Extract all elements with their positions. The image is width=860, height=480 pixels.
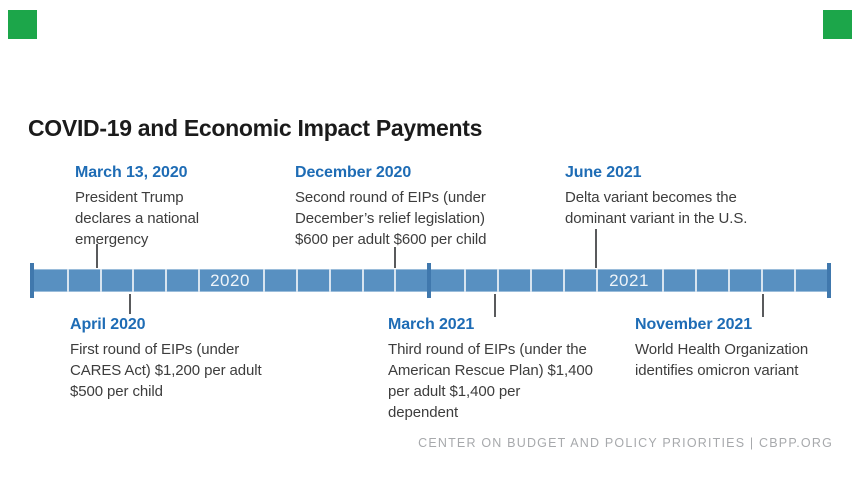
- leader-line-march-2020: [96, 244, 98, 268]
- event-text-line: First round of EIPs (under: [70, 341, 240, 358]
- event-date: March 13, 2020: [75, 164, 188, 181]
- month-separator: [563, 269, 565, 292]
- leader-line-december-2020: [394, 247, 396, 268]
- page-title: COVID-19 and Economic Impact Payments: [28, 115, 483, 141]
- event-date: November 2021: [635, 316, 752, 333]
- month-separator: [530, 269, 532, 292]
- event-text-line: identifies omicron variant: [635, 362, 799, 379]
- timeline-year-divider: [427, 263, 431, 298]
- month-separator: [328, 269, 331, 292]
- event-text-line: CARES Act) $1,200 per adult: [70, 362, 262, 379]
- source-credit: CENTER ON BUDGET AND POLICY PRIORITIES |…: [418, 436, 833, 450]
- month-separator: [695, 269, 697, 292]
- leader-line-november-2021: [762, 294, 764, 317]
- month-separator: [794, 269, 796, 292]
- month-separator: [761, 269, 763, 292]
- month-separator: [263, 269, 266, 292]
- event-text-line: emergency: [75, 231, 149, 248]
- month-separator: [464, 269, 466, 292]
- event-text-line: $600 per adult $600 per child: [295, 231, 487, 248]
- timeline-end-cap: [827, 263, 831, 298]
- month-separator: [197, 269, 200, 292]
- event-april-2020: April 2020 First round of EIPs (under CA…: [70, 316, 310, 402]
- event-text-line: dependent: [388, 404, 459, 421]
- event-text-line: American Rescue Plan) $1,400: [388, 362, 593, 379]
- event-text-line: dominant variant in the U.S.: [565, 210, 748, 227]
- month-separator: [296, 269, 298, 292]
- event-march-2021: March 2021 Third round of EIPs (under th…: [388, 316, 628, 423]
- leader-line-june-2021: [595, 229, 597, 268]
- event-text-line: Second round of EIPs (under: [295, 189, 486, 206]
- event-text-line: $500 per child: [70, 383, 163, 400]
- event-date: March 2021: [388, 316, 475, 333]
- event-december-2020: December 2020 Second round of EIPs (unde…: [295, 164, 540, 250]
- month-separator: [66, 269, 69, 292]
- event-text-line: per adult $1,400 per: [388, 383, 521, 400]
- timeline-start-cap: [30, 263, 34, 298]
- event-text-line: World Health Organization: [635, 341, 809, 358]
- event-text-line: Delta variant becomes the: [565, 189, 737, 206]
- event-november-2021: November 2021 World Health Organization …: [635, 316, 855, 381]
- month-separator: [99, 269, 102, 292]
- brand-green-square-right: [823, 10, 852, 39]
- month-separator: [132, 269, 135, 292]
- brand-green-square-left: [8, 10, 37, 39]
- leader-line-march-2021: [494, 294, 496, 317]
- event-june-2021: June 2021 Delta variant becomes the domi…: [565, 164, 815, 229]
- month-separator: [596, 269, 598, 292]
- event-text-line: December’s relief legislation): [295, 210, 485, 227]
- event-march-13-2020: March 13, 2020 President Trump declares …: [75, 164, 300, 250]
- month-separator: [361, 269, 364, 292]
- event-date: June 2021: [565, 164, 642, 181]
- month-separator: [497, 269, 499, 292]
- month-separator: [394, 269, 397, 292]
- month-separator: [728, 269, 730, 292]
- leader-line-april-2020: [129, 294, 131, 314]
- event-text-line: declares a national: [75, 210, 200, 227]
- event-text-line: President Trump: [75, 189, 184, 206]
- event-date: December 2020: [295, 164, 412, 181]
- event-text-line: Third round of EIPs (under the: [388, 341, 587, 358]
- year-label-2020: 2020: [210, 271, 250, 290]
- month-separator: [662, 269, 664, 292]
- timeline-bar: 2020 2021: [30, 263, 831, 298]
- year-label-2021: 2021: [609, 271, 649, 290]
- month-separator: [165, 269, 167, 292]
- event-date: April 2020: [70, 316, 146, 333]
